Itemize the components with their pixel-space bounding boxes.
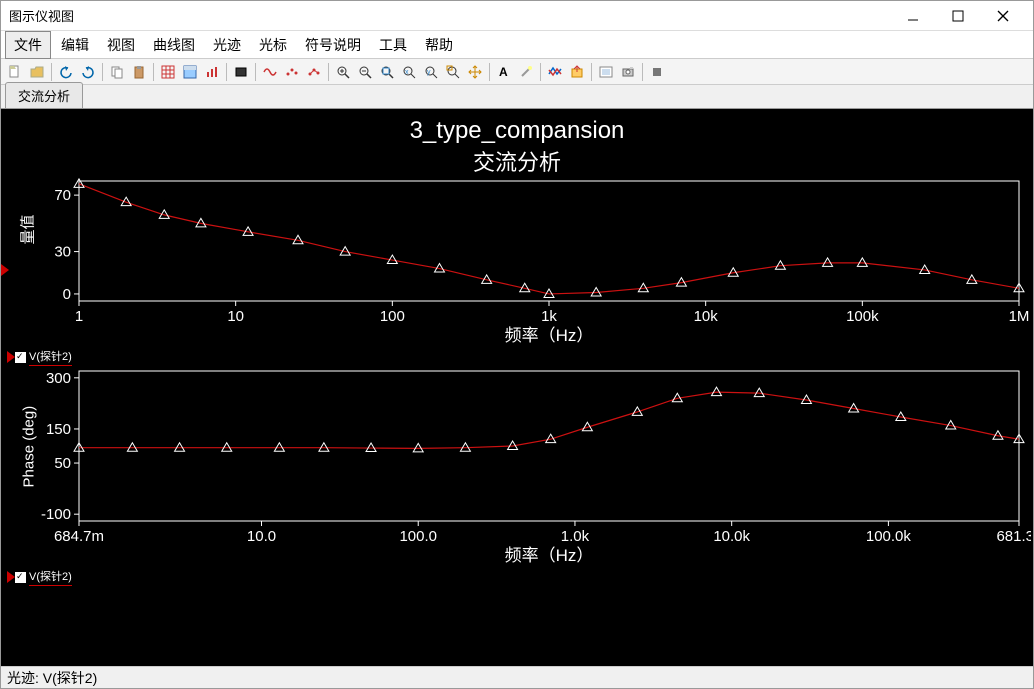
svg-text:频率（Hz）: 频率（Hz） [505, 546, 594, 565]
stop-icon[interactable] [647, 62, 667, 82]
svg-text:684.7m: 684.7m [54, 528, 104, 545]
legend-checkbox[interactable] [15, 572, 26, 583]
zoomy-icon[interactable]: y [421, 62, 441, 82]
phase-chart[interactable]: 684.7m 10.0 100.0 1.0k 10.0k 100.0k 681.3k -100… [1, 367, 1031, 567]
legend-checkbox[interactable] [15, 352, 26, 363]
menu-edit[interactable]: 编辑 [53, 32, 97, 58]
maximize-button[interactable] [935, 1, 980, 30]
svg-text:x: x [405, 69, 409, 76]
redo-icon[interactable] [78, 62, 98, 82]
copy-icon[interactable] [107, 62, 127, 82]
indicator-arrow-icon [1, 264, 9, 276]
open-icon[interactable] [27, 62, 47, 82]
chart-subtitle: 交流分析 [1, 145, 1033, 177]
svg-text:1.0k: 1.0k [561, 528, 590, 545]
zoomin-icon[interactable] [333, 62, 353, 82]
menu-legend[interactable]: 符号说明 [297, 32, 369, 58]
wand-icon[interactable] [516, 62, 536, 82]
svg-text:150: 150 [46, 421, 71, 438]
zoomx-icon[interactable]: x [399, 62, 419, 82]
undo-icon[interactable] [56, 62, 76, 82]
svg-text:10: 10 [227, 308, 244, 325]
new-icon[interactable] [5, 62, 25, 82]
pan-icon[interactable] [465, 62, 485, 82]
dots1-icon[interactable] [282, 62, 302, 82]
snap-icon[interactable] [596, 62, 616, 82]
panel-icon[interactable] [180, 62, 200, 82]
svg-text:100.0k: 100.0k [866, 528, 912, 545]
menubar: 文件 编辑 视图 曲线图 光迹 光标 符号说明 工具 帮助 [1, 31, 1033, 59]
cam-icon[interactable] [618, 62, 638, 82]
close-button[interactable] [980, 1, 1025, 30]
svg-text:70: 70 [54, 187, 71, 204]
legend-top: V(探针2) [1, 347, 1033, 367]
magnitude-chart[interactable]: 1 10 100 1k 10k 100k 1M 0 30 70 频率（Hz） [1, 177, 1031, 347]
svg-text:1M: 1M [1009, 308, 1030, 325]
statusbar: 光迹: V(探针2) [1, 666, 1033, 688]
plot-area: 3_type_compansion 交流分析 量值 1 10 100 1k 10k 100… [1, 109, 1033, 666]
legend-label[interactable]: V(探针2) [29, 348, 72, 366]
grid-icon[interactable] [158, 62, 178, 82]
legend-arrow-icon [7, 351, 15, 363]
legend-arrow-icon [7, 571, 15, 583]
chart-title: 3_type_compansion [1, 109, 1033, 145]
text-icon[interactable]: A [494, 62, 514, 82]
svg-text:50: 50 [54, 455, 71, 472]
toolbar: xyA [1, 59, 1033, 85]
menu-trace[interactable]: 光迹 [205, 32, 249, 58]
paste-icon[interactable] [129, 62, 149, 82]
svg-text:681.3k: 681.3k [996, 528, 1031, 545]
svg-text:0: 0 [63, 286, 71, 303]
svg-text:频率（Hz）: 频率（Hz） [505, 326, 594, 345]
svg-text:y: y [427, 69, 431, 76]
bottom-ylabel: Phase (deg) [21, 388, 38, 488]
svg-text:30: 30 [54, 244, 71, 261]
menu-plot[interactable]: 曲线图 [145, 32, 203, 58]
menu-cursor[interactable]: 光标 [251, 32, 295, 58]
svg-text:-100: -100 [41, 506, 71, 523]
zoomfit-icon[interactable] [377, 62, 397, 82]
minimize-button[interactable] [890, 1, 935, 30]
top-ylabel: 量值 [17, 205, 38, 245]
titlebar: 图示仪视图 [1, 1, 1033, 31]
tabbar: 交流分析 [1, 85, 1033, 109]
zoombox-icon[interactable] [443, 62, 463, 82]
menu-tools[interactable]: 工具 [371, 32, 415, 58]
legend-bottom: V(探针2) [1, 567, 1033, 587]
svg-text:10.0k: 10.0k [713, 528, 750, 545]
svg-text:1: 1 [75, 308, 83, 325]
legend-label[interactable]: V(探针2) [29, 568, 72, 586]
dots2-icon[interactable] [304, 62, 324, 82]
wave-icon[interactable] [260, 62, 280, 82]
menu-view[interactable]: 视图 [99, 32, 143, 58]
bars-icon[interactable] [202, 62, 222, 82]
zoomout-icon[interactable] [355, 62, 375, 82]
rect-icon[interactable] [231, 62, 251, 82]
tab-ac-analysis[interactable]: 交流分析 [5, 82, 83, 108]
svg-text:1k: 1k [541, 308, 557, 325]
svg-text:300: 300 [46, 370, 71, 387]
menu-file[interactable]: 文件 [5, 31, 51, 59]
menu-help[interactable]: 帮助 [417, 32, 461, 58]
window-title: 图示仪视图 [9, 6, 890, 25]
svg-text:10.0: 10.0 [247, 528, 276, 545]
trace-icon[interactable] [545, 62, 565, 82]
export-icon[interactable] [567, 62, 587, 82]
svg-text:100k: 100k [846, 308, 879, 325]
svg-text:10k: 10k [694, 308, 719, 325]
svg-text:A: A [499, 65, 508, 79]
status-text: 光迹: V(探针2) [7, 668, 97, 688]
svg-text:100.0: 100.0 [399, 528, 437, 545]
svg-text:100: 100 [380, 308, 405, 325]
